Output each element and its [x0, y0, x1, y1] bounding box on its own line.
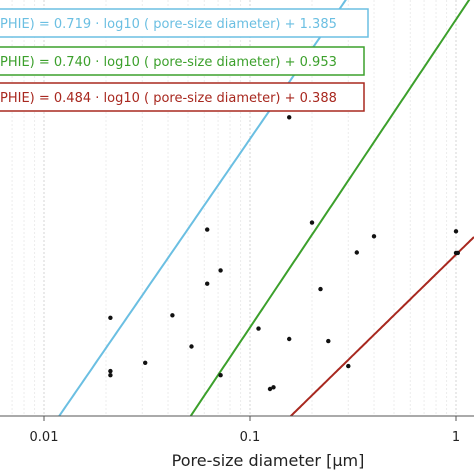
data-point: [371, 234, 377, 239]
data-point: [318, 286, 323, 292]
data-point: [205, 227, 210, 232]
legend-box-2: [0, 46, 365, 76]
x-tick-label: 0.01: [30, 430, 59, 445]
data-point: [455, 250, 460, 256]
data-point: [453, 229, 459, 234]
data-point: [287, 115, 292, 120]
data-point: [108, 315, 113, 320]
fit-curve-1: [57, 0, 347, 416]
data-point: [143, 360, 148, 365]
legend-label-1: PHIE) = 0.719 · log10 ( pore-size diamet…: [0, 17, 337, 32]
data-point: [108, 373, 113, 378]
legend-box-3: [0, 82, 365, 112]
x-tick-label: 0.1: [240, 430, 261, 445]
legend: PHIE) = 0.719 · log10 ( pore-size diamet…: [0, 8, 369, 112]
data-point: [189, 344, 194, 349]
legend-box-1: [0, 8, 369, 38]
data-point: [205, 281, 210, 286]
data-point: [309, 220, 315, 225]
data-point: [326, 338, 331, 344]
data-point: [267, 386, 273, 392]
data-points: [108, 115, 460, 392]
fit-curve-2: [189, 0, 471, 416]
x-ticks: 0.01 0.1 1: [30, 416, 460, 445]
data-point: [271, 385, 276, 390]
legend-label-3: PHIE) = 0.484 · log10 ( pore-size diamet…: [0, 91, 337, 106]
x-axis-label: Pore-size diameter [μm]: [172, 451, 365, 470]
data-point: [354, 250, 359, 255]
data-point: [218, 268, 223, 273]
data-point: [218, 373, 223, 378]
x-tick-label: 1: [452, 430, 460, 445]
data-point: [256, 326, 261, 331]
fit-curves: [57, 0, 474, 416]
data-point: [108, 368, 113, 374]
legend-label-2: PHIE) = 0.740 · log10 ( pore-size diamet…: [0, 55, 337, 70]
data-point: [170, 313, 175, 318]
data-point: [346, 363, 351, 369]
fit-curve-3: [289, 236, 474, 416]
data-point: [287, 336, 292, 342]
